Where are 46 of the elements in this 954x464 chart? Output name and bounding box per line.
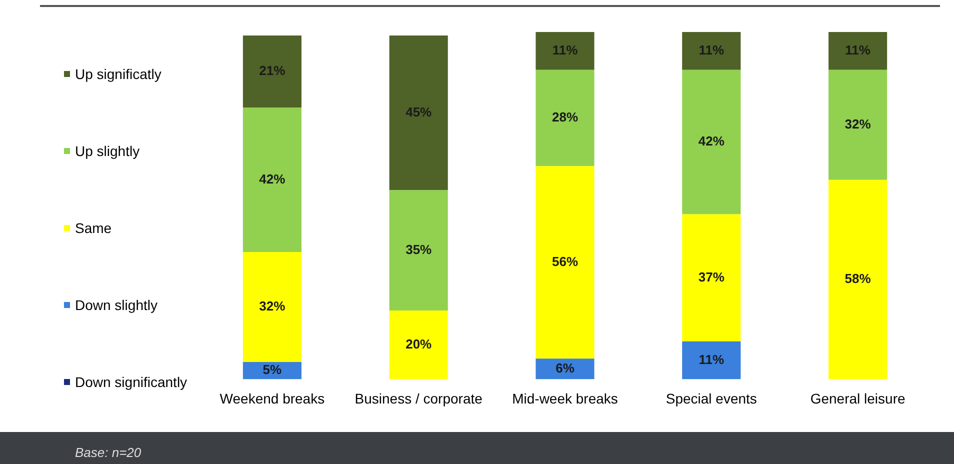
data-label: 5% [262, 362, 282, 378]
bar [536, 358, 594, 380]
bar [536, 32, 594, 70]
bar [242, 252, 302, 362]
data-label: 58% [844, 271, 872, 286]
text: Base: n=20 [75, 445, 142, 460]
data-label: 32% [844, 116, 872, 132]
x-tick-label: Business / corporate [354, 390, 483, 406]
bar [682, 32, 741, 70]
data-label: 20% [406, 336, 432, 352]
data-label: 56% [552, 254, 578, 269]
data-label: 11% [698, 42, 724, 58]
bar [242, 35, 302, 108]
bar [389, 35, 448, 190]
data-label: 37% [698, 269, 725, 284]
legend-label: Down significantly [75, 374, 188, 390]
bar [536, 166, 594, 359]
bar [828, 180, 888, 380]
legend-label: Up significatly [75, 66, 162, 82]
legend-label: Down slightly [75, 297, 158, 313]
data-label: 6% [556, 360, 575, 376]
bar [242, 108, 302, 252]
data-label: 42% [259, 171, 286, 186]
bar [828, 32, 888, 70]
data-label: 45% [406, 104, 432, 120]
bar [828, 70, 888, 180]
x-tick-label: Special events [666, 390, 757, 406]
bar [389, 310, 448, 380]
legend-label: Up slightly [75, 143, 140, 159]
data-label: 21% [259, 63, 286, 78]
data-label: 35% [406, 242, 432, 257]
legend-label: Same [75, 220, 112, 236]
bar [389, 190, 448, 310]
data-label: 11% [698, 352, 724, 367]
x-tick-label: Mid-week breaks [512, 390, 618, 406]
data-label: 11% [845, 42, 871, 58]
data-label: 32% [259, 298, 286, 314]
bar [682, 214, 741, 342]
data-label: 42% [698, 134, 725, 149]
x-tick-label: General leisure [810, 390, 906, 406]
x-tick-label: Weekend breaks [220, 390, 325, 406]
data-label: 28% [552, 110, 578, 125]
bar [682, 341, 741, 380]
data-label: 11% [552, 42, 578, 58]
bar [682, 70, 741, 214]
bar [536, 70, 594, 166]
